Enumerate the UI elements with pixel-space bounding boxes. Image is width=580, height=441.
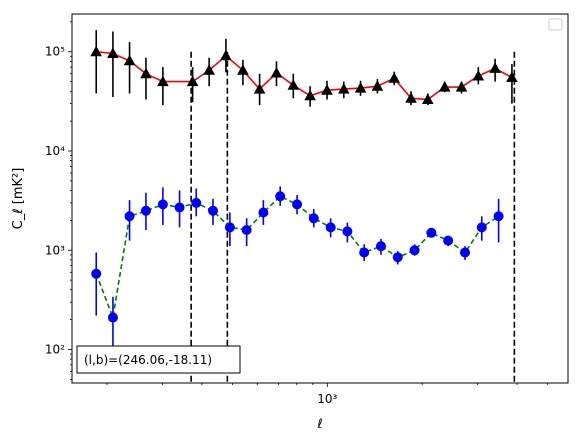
data-point — [388, 72, 400, 83]
data-point — [426, 227, 437, 238]
data-point — [342, 226, 353, 237]
data-point — [493, 211, 504, 222]
data-point — [405, 92, 417, 103]
data-point — [258, 207, 269, 218]
data-point — [338, 83, 350, 94]
tick-layer: 10² 10³ 10⁴ 10⁵ 10³ — [45, 21, 549, 406]
series-line — [96, 50, 513, 101]
data-point — [304, 89, 316, 101]
data-point — [186, 75, 199, 87]
data-point — [157, 199, 168, 210]
data-point — [472, 70, 485, 81]
data-point — [123, 54, 136, 66]
y-tick-label: 10² — [45, 343, 65, 357]
data-point — [270, 67, 283, 78]
series-triangles — [90, 30, 518, 107]
data-point — [422, 93, 434, 104]
annotation: (l,b)=(246.06,-18.11) — [76, 345, 241, 374]
data-point — [506, 71, 518, 82]
data-point — [140, 205, 151, 216]
data-point — [241, 225, 252, 236]
data-point — [455, 81, 468, 92]
data-point — [392, 252, 403, 263]
data-point — [124, 211, 135, 222]
data-point — [220, 49, 232, 61]
vertical-lines — [190, 51, 516, 383]
data-point — [354, 82, 367, 93]
data-point — [476, 222, 487, 233]
data-point — [157, 75, 169, 87]
data-point — [207, 205, 218, 216]
data-point — [375, 241, 386, 252]
data-point — [371, 80, 384, 91]
y-tick-label: 10³ — [45, 243, 65, 257]
data-point — [489, 62, 501, 73]
data-point — [191, 197, 202, 208]
data-point — [409, 245, 420, 256]
data-point — [321, 84, 333, 95]
legend-box — [548, 18, 563, 31]
data-point — [438, 81, 451, 92]
series-line — [95, 195, 500, 321]
x-tick-label: 10³ — [317, 392, 337, 406]
data-point — [308, 213, 319, 224]
data-point — [224, 222, 235, 233]
data-point — [140, 67, 152, 79]
data-point — [325, 222, 336, 233]
y-tick-label: 10⁴ — [45, 144, 65, 158]
data-point — [253, 83, 266, 94]
data-point — [107, 47, 119, 58]
series-circles — [91, 186, 504, 357]
series-layer — [90, 30, 518, 357]
annotation-box — [76, 345, 241, 374]
x-axis-label: ℓ — [316, 417, 322, 432]
annotation-text: (l,b)=(246.06,-18.11) — [84, 353, 212, 367]
data-point — [292, 199, 303, 210]
data-point — [359, 247, 370, 258]
data-point — [287, 79, 300, 90]
plot-frame — [71, 13, 569, 384]
data-point — [90, 45, 102, 57]
data-point — [107, 312, 118, 323]
data-point — [443, 235, 454, 246]
y-axis-label: C_ℓ [mK²] — [11, 168, 26, 230]
data-point — [203, 64, 215, 75]
data-point — [174, 202, 185, 213]
data-point — [237, 64, 249, 75]
data-point — [275, 191, 286, 202]
data-point — [91, 268, 102, 279]
y-tick-label: 10⁵ — [45, 45, 65, 59]
data-point — [460, 247, 471, 258]
